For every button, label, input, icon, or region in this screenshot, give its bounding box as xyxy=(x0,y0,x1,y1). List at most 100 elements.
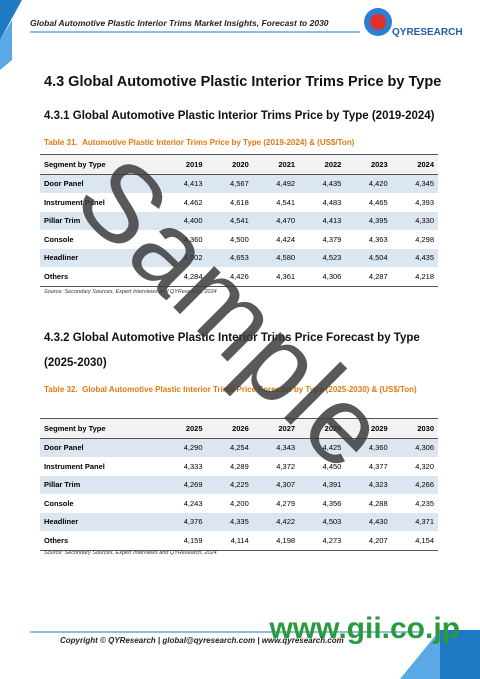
table-cell: 4,360 xyxy=(183,234,203,244)
column-header: 2025 xyxy=(160,418,207,439)
column-header: 2028 xyxy=(299,418,346,439)
table-cell: 4,154 xyxy=(391,531,438,551)
column-header: 2026 xyxy=(206,418,253,439)
table-row: Console 4,243 4,200 4,279 4,356 4,288 4,235 xyxy=(40,494,438,513)
table-cell: 4,360 xyxy=(345,438,392,457)
table-cell: Headliner xyxy=(40,248,161,267)
table-cell: 4,333 xyxy=(183,461,203,471)
sub-heading: 4.3.2 Global Automotive Plastic Interior… xyxy=(44,332,420,369)
table-cell: 4,393 xyxy=(415,197,434,207)
header-title: Global Automotive Plastic Interior Trims… xyxy=(30,18,329,28)
column-header: Segment by Type xyxy=(40,154,161,175)
column-header: 2029 xyxy=(345,418,392,439)
table-cell: 4,345 xyxy=(391,174,438,193)
table-cell: 4,413 xyxy=(299,211,346,230)
table-cell: 4,379 xyxy=(322,234,342,244)
table-cell: 4,335 xyxy=(206,512,253,531)
table-row: Others 4,159 4,114 4,198 4,273 4,207 4,154 xyxy=(40,531,438,551)
table-cell: 4,567 xyxy=(206,174,253,193)
table-cell: 4,500 xyxy=(230,234,249,244)
table-cell: Console xyxy=(44,234,74,244)
table-cell: 4,376 xyxy=(160,512,207,531)
table-cell: 4,541 xyxy=(206,211,253,230)
table-cell: Console xyxy=(44,498,74,508)
table-cell: 4,400 xyxy=(160,211,207,230)
table-cell: 4,266 xyxy=(391,475,438,494)
table-cell: 4,284 xyxy=(160,267,207,287)
table-cell: Headliner xyxy=(40,512,161,531)
table-cell: 4,218 xyxy=(391,267,438,287)
table-cell: 4,435 xyxy=(391,248,438,267)
column-header: 2019 xyxy=(160,154,207,175)
table-row: Others 4,284 4,426 4,361 4,306 4,287 4,218 xyxy=(40,267,438,287)
column-header: 2024 xyxy=(391,154,438,175)
table-cell: 4,307 xyxy=(252,475,300,494)
table-cell: 4,289 xyxy=(230,461,249,471)
table-cell: 4,243 xyxy=(183,498,203,508)
table-cell: 4,269 xyxy=(160,475,207,494)
table-cell: 4,541 xyxy=(276,197,296,207)
table-cell: 4,391 xyxy=(299,475,346,494)
table-cell: 4,361 xyxy=(252,267,300,287)
sub-heading: 4.3.1 Global Automotive Plastic Interior… xyxy=(44,110,435,122)
table-cell: 4,198 xyxy=(252,531,300,551)
table-cell: 4,273 xyxy=(299,531,346,551)
table-cell: Instrument Panel xyxy=(44,197,105,207)
table-cell: Pillar Trim xyxy=(40,475,161,494)
table-cell: 4,420 xyxy=(345,174,392,193)
table-cell: 4,504 xyxy=(345,248,392,267)
table-cell: 4,425 xyxy=(299,438,346,457)
table-cell: 4,288 xyxy=(368,498,388,508)
table-cell: 4,279 xyxy=(276,498,296,508)
footer: Copyright © QYResearch | global@qyresear… xyxy=(60,636,344,645)
caption-label: Table 32. xyxy=(44,385,78,394)
table-row: Instrument Panel 4,333 4,289 4,372 4,450 4,37… xyxy=(40,457,438,476)
table-cell: 4,502 xyxy=(160,248,207,267)
table-cell: 4,371 xyxy=(391,512,438,531)
table-caption: Table 32. Global Automotive Plastic Inte… xyxy=(44,383,424,396)
table-cell: 4,323 xyxy=(345,475,392,494)
table-cell: 4,363 xyxy=(368,234,388,244)
table-cell: 4,465 xyxy=(368,197,388,207)
table-cell: 4,235 xyxy=(415,498,434,508)
table-cell: 4,356 xyxy=(322,498,342,508)
table-cell: 4,306 xyxy=(391,438,438,457)
table-cell: 4,306 xyxy=(299,267,346,287)
table-cell: 4,653 xyxy=(206,248,253,267)
caption-text: Global Automotive Plastic Interior Trims… xyxy=(82,385,417,394)
table-cell: 4,580 xyxy=(252,248,300,267)
table-row: Console 4,360 4,500 4,424 4,379 4,363 4,298 xyxy=(40,230,438,249)
column-header: 2027 xyxy=(252,418,300,439)
table-cell: 4,413 xyxy=(160,174,207,193)
table-cell: 4,290 xyxy=(160,438,207,457)
table-row: Headliner 4,502 4,653 4,580 4,523 4,504 4,435 xyxy=(40,248,438,267)
table-cell: 4,424 xyxy=(276,234,296,244)
table-cell: 4,422 xyxy=(252,512,300,531)
table-cell: 4,298 xyxy=(415,234,434,244)
table-cell: Pillar Trim xyxy=(40,211,161,230)
table-row: Door Panel 4,413 4,567 4,492 4,435 4,420 4,345 xyxy=(40,174,438,193)
header-row: Segment by Type 2025 2026 2027 2028 2029 2030 xyxy=(40,418,438,439)
table-cell: 4,377 xyxy=(368,461,388,471)
table-cell: 4,114 xyxy=(206,531,253,551)
column-header: 2023 xyxy=(345,154,392,175)
section-heading: 4.3 Global Automotive Plastic Interior T… xyxy=(44,74,442,90)
table-cell: 4,159 xyxy=(160,531,207,551)
table-cell: 4,483 xyxy=(322,197,342,207)
logo: QYRESEARCH xyxy=(392,27,463,38)
table-cell: 4,426 xyxy=(206,267,253,287)
table-cell: 4,492 xyxy=(252,174,300,193)
table-cell: 4,450 xyxy=(322,461,342,471)
table-cell: Instrument Panel xyxy=(44,461,105,471)
table-row: Pillar Trim 4,400 4,541 4,470 4,413 4,395 4,33… xyxy=(40,211,438,230)
table-cell: Door Panel xyxy=(40,174,161,193)
header-row: Segment by Type 2019 2020 2021 2022 2023 2024 xyxy=(40,154,438,175)
site-watermark: www.gii.co.jp xyxy=(269,612,460,645)
caption-text: Automotive Plastic Interior Trims Price … xyxy=(82,138,355,147)
table-cell: 4,287 xyxy=(345,267,392,287)
table-cell: 4,343 xyxy=(252,438,300,457)
data-table: Segment by Type 2019 2020 2021 2022 2023 2024 D… xyxy=(40,154,438,287)
table-row: Instrument Panel 4,462 4,618 4,541 4,483 4,46… xyxy=(40,193,438,212)
